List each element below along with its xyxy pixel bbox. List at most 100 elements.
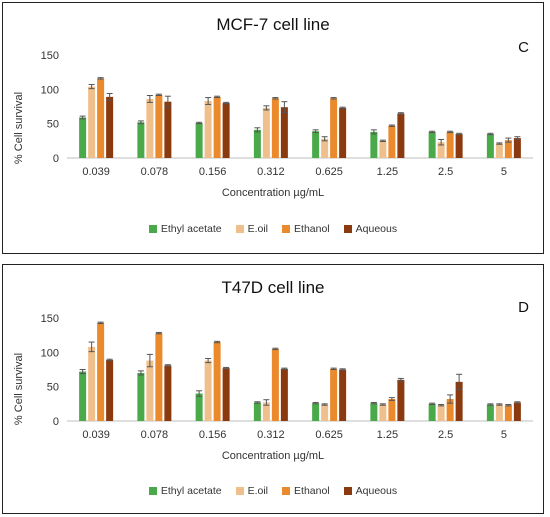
legend-label: Ethanol bbox=[294, 485, 330, 497]
bar bbox=[370, 131, 378, 158]
bar bbox=[312, 131, 320, 158]
bar bbox=[446, 131, 454, 158]
legend-label: Aqueous bbox=[355, 223, 398, 235]
chart-plot-c: 0 50 100 150 0.039 0.078 0.156 0.312 0.625 1.25 2.… bbox=[41, 50, 533, 178]
bar bbox=[428, 403, 436, 421]
bar bbox=[437, 405, 445, 421]
x-tick-label: 2.5 bbox=[438, 166, 453, 178]
chart-panel-d: 0 50 100 150 0.039 0.078 0.156 0.312 0.625 1.25 2.… bbox=[2, 264, 544, 514]
bar bbox=[312, 403, 320, 421]
bar bbox=[253, 402, 261, 421]
legend-label: Ethyl acetate bbox=[160, 485, 222, 497]
x-tick-label: 0.156 bbox=[199, 166, 227, 178]
bar bbox=[253, 129, 261, 158]
bar bbox=[213, 342, 221, 421]
panel-label: D bbox=[518, 299, 529, 316]
bar bbox=[271, 98, 279, 158]
x-tick-label: 0.078 bbox=[141, 166, 169, 178]
legend-label: Ethanol bbox=[294, 223, 330, 235]
legend-item-ethanol: Ethanol bbox=[282, 223, 330, 235]
bar bbox=[271, 348, 279, 421]
bar bbox=[388, 125, 396, 158]
bar bbox=[222, 103, 230, 158]
x-tick-label: 0.156 bbox=[199, 429, 227, 441]
bar bbox=[195, 122, 203, 158]
legend-swatch bbox=[148, 225, 157, 233]
bar bbox=[79, 371, 87, 421]
y-tick-label: 50 bbox=[47, 119, 59, 131]
x-tick-label: 0.312 bbox=[257, 429, 285, 441]
legend-item-ethyl-acetate: Ethyl acetate bbox=[148, 485, 222, 497]
bar bbox=[79, 117, 87, 158]
x-tick-label: 0.625 bbox=[315, 166, 343, 178]
chart-plot-d: 0 50 100 150 0.039 0.078 0.156 0.312 0.625 1.25 2.… bbox=[41, 313, 533, 441]
legend-swatch bbox=[235, 487, 244, 495]
bar bbox=[321, 404, 329, 421]
bar bbox=[280, 368, 288, 421]
bar bbox=[379, 404, 387, 421]
bar bbox=[280, 107, 288, 158]
x-axis-label: Concentration µg/mL bbox=[221, 187, 325, 199]
bar bbox=[428, 131, 436, 158]
y-tick-label: 100 bbox=[41, 84, 59, 96]
bar bbox=[455, 133, 463, 158]
bar bbox=[339, 107, 347, 158]
legend: Ethyl acetate E.oil Ethanol Aqueous bbox=[3, 485, 543, 497]
bar bbox=[446, 399, 454, 421]
bar bbox=[397, 379, 405, 421]
x-tick-label: 0.039 bbox=[82, 429, 110, 441]
bar bbox=[504, 140, 512, 158]
bar bbox=[222, 368, 230, 421]
y-tick-label: 150 bbox=[41, 313, 59, 325]
bar bbox=[106, 96, 114, 158]
bar bbox=[321, 138, 329, 158]
y-axis-label-container: % Cell survival bbox=[9, 3, 29, 253]
bar bbox=[379, 140, 387, 158]
bar bbox=[146, 360, 154, 421]
chart-title: T47D cell line bbox=[221, 278, 325, 297]
bar bbox=[262, 107, 270, 158]
bar bbox=[339, 369, 347, 421]
x-axis-label: Concentration µg/mL bbox=[221, 450, 325, 462]
x-tick-label: 0.078 bbox=[141, 429, 169, 441]
y-axis-label: % Cell survival bbox=[13, 352, 25, 426]
bar bbox=[195, 393, 203, 421]
bar bbox=[106, 359, 114, 421]
chart-title: MCF-7 cell line bbox=[216, 15, 330, 34]
x-tick-label: 1.25 bbox=[377, 429, 398, 441]
bar bbox=[495, 404, 503, 421]
legend-swatch bbox=[235, 225, 244, 233]
bar bbox=[137, 372, 145, 421]
legend-swatch bbox=[343, 225, 352, 233]
bar bbox=[388, 399, 396, 421]
bar bbox=[397, 113, 405, 158]
bar bbox=[495, 143, 503, 158]
x-tick-label: 1.25 bbox=[377, 166, 398, 178]
bar bbox=[97, 78, 105, 158]
y-axis-label-container: % Cell survival bbox=[9, 265, 29, 513]
bar bbox=[204, 101, 212, 158]
legend-item-aqueous: Aqueous bbox=[343, 223, 398, 235]
bar bbox=[204, 360, 212, 421]
bar bbox=[370, 403, 378, 421]
y-tick-label: 0 bbox=[53, 416, 59, 428]
bar bbox=[155, 94, 163, 158]
y-tick-label: 100 bbox=[41, 347, 59, 359]
bar bbox=[88, 346, 96, 421]
chart-panel-c: 0 50 100 150 0.039 0.078 0.156 0.312 0.625 1.25 2.… bbox=[2, 2, 544, 254]
legend-swatch bbox=[148, 487, 157, 495]
legend-swatch bbox=[282, 487, 291, 495]
legend-item-ethyl-acetate: Ethyl acetate bbox=[148, 223, 222, 235]
bar bbox=[146, 98, 154, 158]
bar bbox=[513, 402, 521, 421]
legend-label: Ethyl acetate bbox=[160, 223, 222, 235]
legend: Ethyl acetate E.oil Ethanol Aqueous bbox=[3, 223, 543, 235]
bar bbox=[486, 404, 494, 421]
x-tick-label: 5 bbox=[501, 429, 507, 441]
x-tick-label: 0.625 bbox=[315, 429, 343, 441]
legend-swatch bbox=[282, 225, 291, 233]
bar bbox=[330, 368, 338, 421]
bar bbox=[513, 138, 521, 158]
bar bbox=[164, 101, 172, 158]
bar bbox=[437, 142, 445, 158]
